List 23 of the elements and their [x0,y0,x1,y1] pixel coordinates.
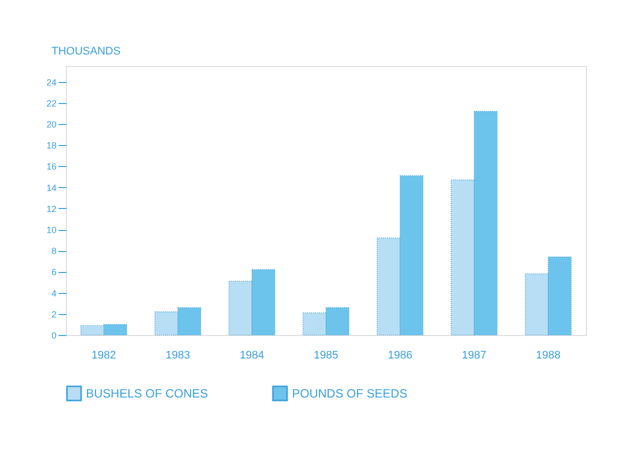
y-tick-label: 8 [51,246,56,256]
x-tick-label: 1982 [92,350,116,362]
y-tick-label: 6 [51,267,56,278]
x-tick-label: 1983 [166,350,190,362]
y-tick-label: 12 [46,204,56,214]
x-tick-label: 1986 [388,350,412,362]
y-tick-label: 4 [51,288,56,298]
legend-label: POUNDS OF SEEDS [292,386,408,400]
y-tick-label: 18 [46,140,56,151]
x-tick-label: 1987 [462,350,486,362]
y-axis-title: THOUSANDS [52,46,121,58]
x-tick-label: 1985 [314,350,338,362]
x-tick-label: 1984 [240,350,264,362]
y-tick-label: 16 [46,162,56,172]
y-tick-label: 10 [46,225,56,236]
y-tick-label: 0 [51,330,56,340]
y-tick-label: 2 [51,309,56,320]
y-tick-label: 14 [46,182,56,193]
y-tick-label: 24 [46,77,56,88]
x-tick-label: 1988 [536,350,560,362]
legend-label: BUSHELS OF CONES [86,386,208,400]
y-tick-label: 22 [46,98,56,108]
y-tick-label: 20 [46,120,56,130]
